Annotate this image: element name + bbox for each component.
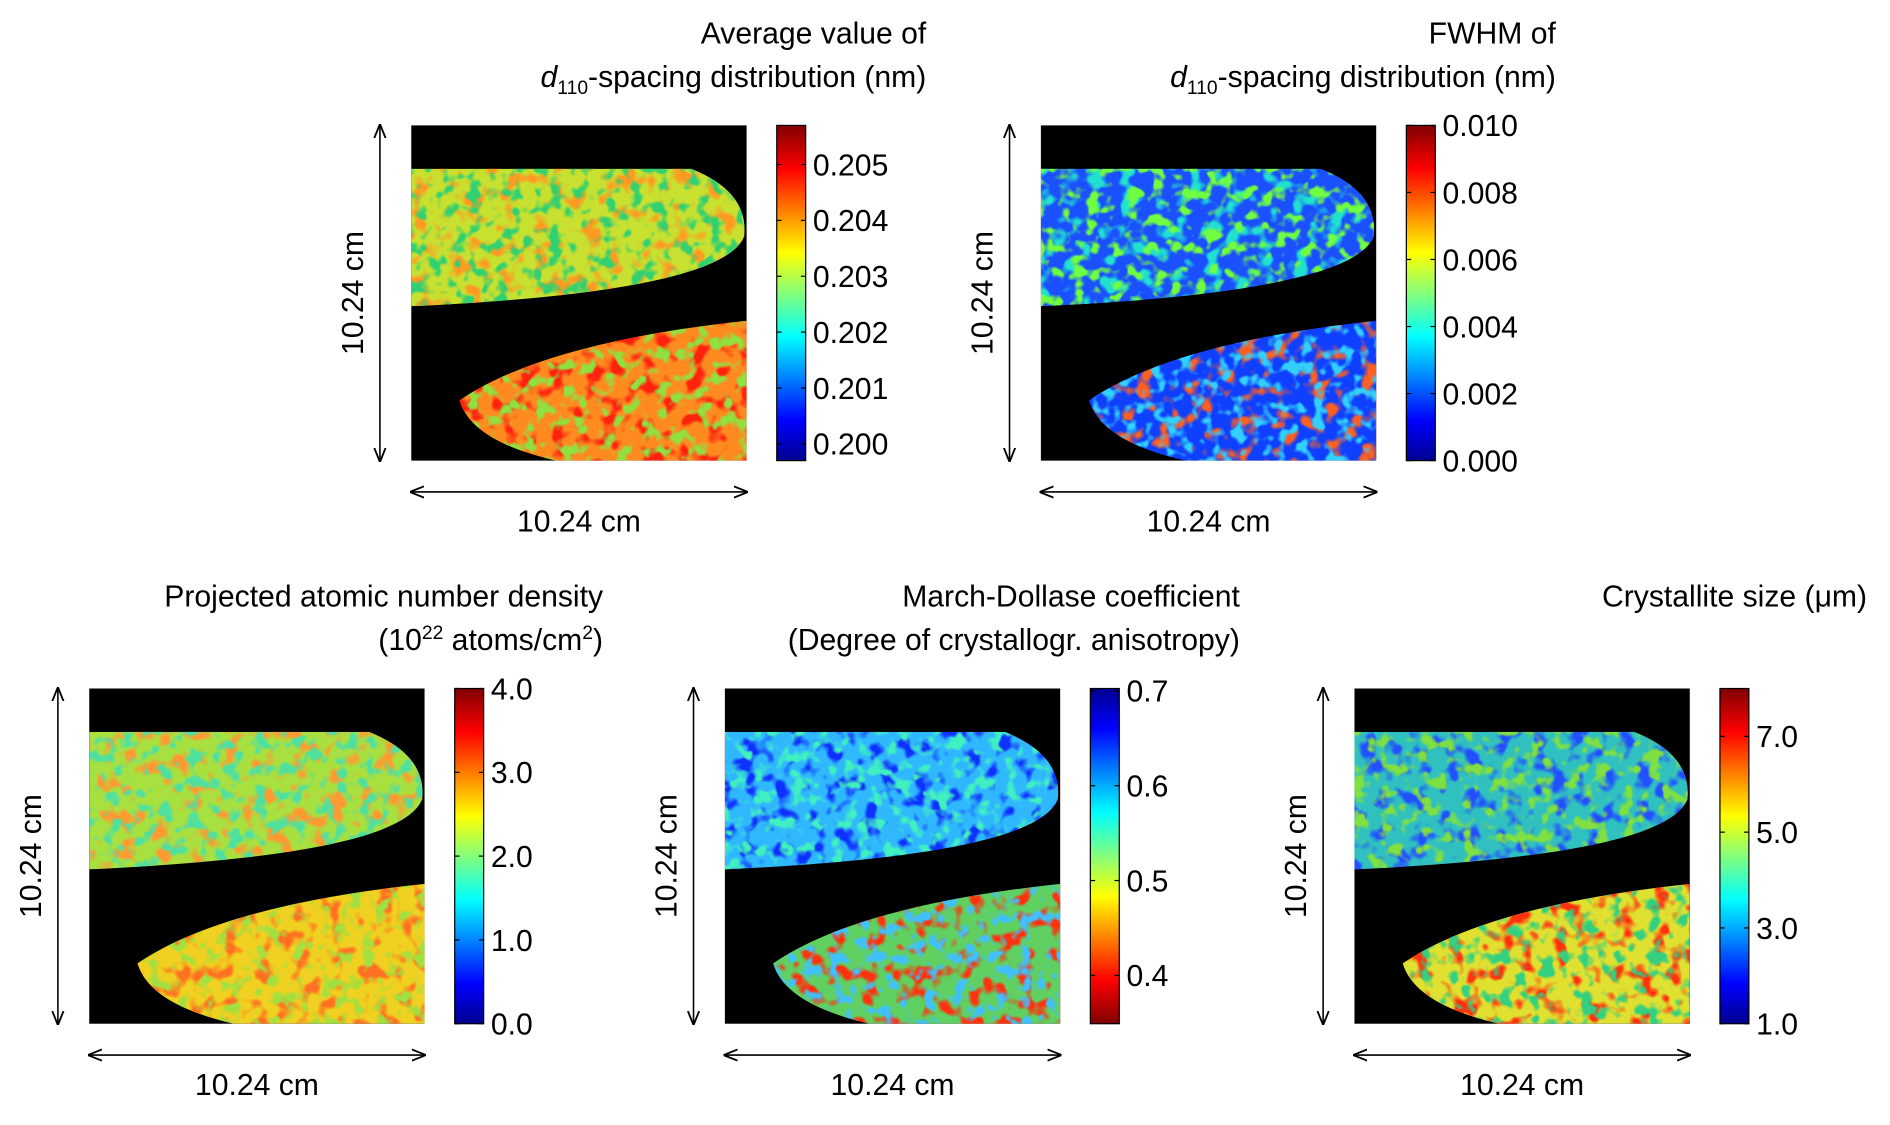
colorbar-tick-label: 0.004 (1443, 311, 1518, 344)
colorbar-tick-label: 3.0 (1756, 913, 1798, 946)
colorbar-tick-label: 0.002 (1443, 378, 1518, 411)
colorbar-tick-label: 0.203 (813, 261, 888, 294)
colorbar-tick-label: 0.202 (813, 317, 888, 350)
title-part: (10 (378, 624, 422, 657)
colorbar-tick-label: 0.4 (1127, 960, 1169, 993)
colorbar-tick-label: 0.6 (1127, 771, 1169, 804)
panel-title: Projected atomic number density (164, 581, 603, 614)
colorbar-tick-label: 1.0 (491, 925, 533, 958)
title-superscript: 22 (422, 623, 443, 644)
panel-title: d110-spacing distribution (nm) (541, 61, 927, 99)
title-part: d (541, 61, 559, 94)
colorbar-tick-label: 7.0 (1756, 721, 1798, 754)
colorbar-tick-label: 0.201 (813, 373, 888, 406)
width-label: 10.24 cm (1460, 1069, 1584, 1102)
colorbar-tick-label: 0.7 (1127, 676, 1169, 709)
colorbar (1089, 687, 1120, 1025)
map-region (1089, 320, 1377, 461)
title-part: atoms/cm (443, 624, 582, 657)
colorbar-tick-label: 0.5 (1127, 865, 1169, 898)
width-label: 10.24 cm (831, 1069, 955, 1102)
colorbar-tick-label: 0.010 (1443, 110, 1518, 143)
colorbar-tick-label: 2.0 (491, 841, 533, 874)
colorbar-tick-label: 0.006 (1443, 244, 1518, 277)
colorbar-tick-label: 4.0 (491, 673, 533, 706)
width-label: 10.24 cm (1147, 506, 1271, 539)
colorbar-tick-label: 0.204 (813, 205, 888, 238)
title-part: ) (593, 624, 603, 657)
colorbar-tick-label: 0.205 (813, 149, 888, 182)
width-label: 10.24 cm (517, 506, 641, 539)
colorbar (1719, 687, 1750, 1025)
title-part: -spacing distribution (nm) (588, 61, 926, 94)
panel-title: March-Dollase coefficient (902, 581, 1240, 614)
title-subscript: 110 (557, 78, 588, 99)
colorbar-tick-label: 5.0 (1756, 817, 1798, 850)
title-part: d (1170, 61, 1188, 94)
panel-title: Average value of (701, 17, 927, 50)
colorbar-tick-label: 3.0 (491, 757, 533, 790)
title-subscript: 110 (1187, 78, 1218, 99)
panel-title: d110-spacing distribution (nm) (1170, 61, 1556, 99)
height-label: 10.24 cm (967, 231, 1000, 355)
panel-title: (Degree of crystallogr. anisotropy) (788, 624, 1240, 657)
colorbar-tick-label: 0.008 (1443, 177, 1518, 210)
width-label: 10.24 cm (195, 1069, 319, 1102)
colorbar-tick-label: 0.0 (491, 1009, 533, 1042)
panel-title: FWHM of (1429, 17, 1557, 50)
map-region (411, 168, 745, 307)
height-label: 10.24 cm (337, 231, 370, 355)
colorbar (776, 124, 807, 462)
height-label: 10.24 cm (651, 794, 684, 918)
title-part: -spacing distribution (nm) (1218, 61, 1556, 94)
colorbar (1405, 124, 1436, 462)
colorbar-tick-label: 0.000 (1443, 445, 1518, 478)
panel-title: Crystallite size (μm) (1602, 581, 1867, 614)
title-superscript: 2 (582, 623, 593, 644)
height-label: 10.24 cm (15, 794, 48, 918)
colorbar-tick-label: 1.0 (1756, 1009, 1798, 1042)
panel-title: (1022 atoms/cm2) (378, 623, 603, 657)
colorbar-tick-label: 0.200 (813, 429, 888, 462)
height-label: 10.24 cm (1280, 794, 1313, 918)
